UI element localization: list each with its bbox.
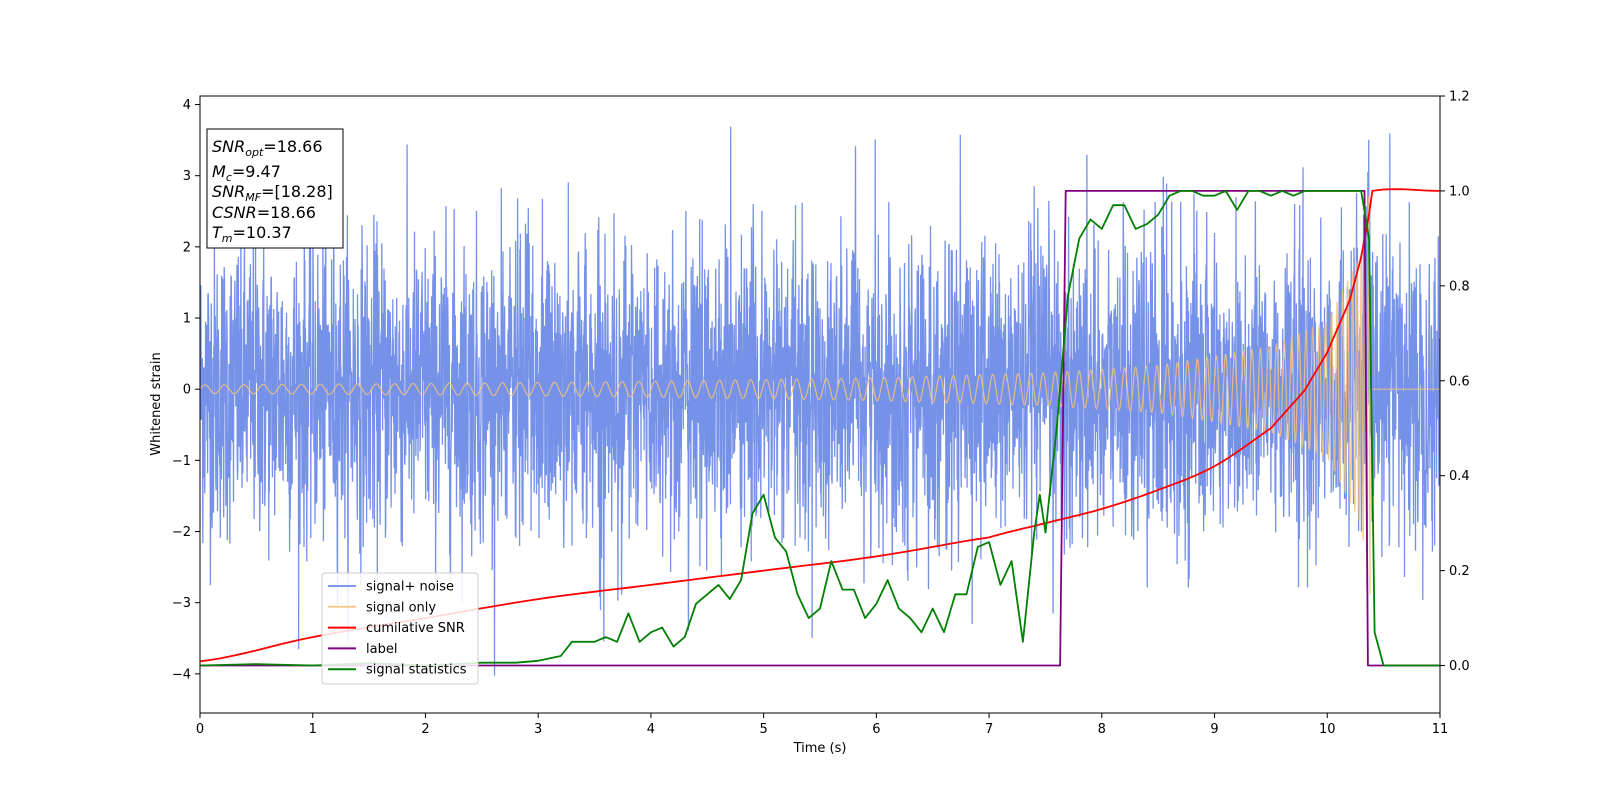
legend-label: signal+ noise [366,580,454,595]
x-tick-label: 8 [1098,722,1106,737]
x-axis-title: Time (s) [793,741,847,756]
y2-tick-label: 0.2 [1449,564,1470,579]
info-box-line: Tm=10.37 [212,223,292,245]
info-box-line: Mc=9.47 [212,162,281,184]
legend-label: signal statistics [366,663,467,678]
series-cumulative-snr-line [200,188,1440,663]
x-tick-label: 10 [1319,722,1336,737]
x-tick-label: 0 [196,722,204,737]
plot-frame [199,95,1441,714]
series-layer [200,126,1440,676]
x-tick-label: 9 [1210,722,1218,737]
x-tick-label: 2 [421,722,429,737]
x-tick-label: 7 [985,722,993,737]
axes-layer: 0 1 2 3 4 5 6 7 8 9 10 11 −4 −3 −2 −1 0 1 2 3 4 0.0 0.2 0.4 0.6 0… [172,90,1470,738]
x-tick-label: 3 [534,722,542,737]
info-box-line: SNRopt=18.66 [212,137,323,159]
x-tick-label: 5 [759,722,767,737]
y-tick-label: 0 [183,383,191,398]
x-tick-label: 6 [872,722,880,737]
y-tick-label: 1 [183,312,191,327]
legend-label: signal only [366,600,436,615]
legend-label: label [366,642,397,657]
y2-tick-label: 0.6 [1449,374,1470,389]
x-tick-label: 11 [1432,722,1449,737]
series-signal-only-line [200,196,1440,595]
y-tick-label: −2 [172,525,191,540]
x-tick-label: 1 [309,722,317,737]
legend: signal+ noise signal only cumilative SNR la… [321,572,479,685]
y-tick-label: 4 [183,98,191,113]
y2-tick-label: 1.0 [1449,184,1470,199]
y-tick-label: −1 [172,454,191,469]
info-box: SNRopt=18.66 Mc=9.47SNRMF=[18.28]CSNR=18.… [206,128,344,249]
series-label-line [200,190,1440,667]
info-box-line: CSNR=18.66 [212,203,316,222]
y2-tick-label: 1.2 [1449,90,1470,105]
legend-frame [321,572,479,685]
legend-label: cumilative SNR [366,621,465,636]
y2-tick-label: 0.8 [1449,279,1470,294]
y-tick-label: 3 [183,169,191,184]
y-tick-label: −3 [172,596,191,611]
y2-tick-label: 0.4 [1449,469,1470,484]
info-box-frame [206,128,344,249]
info-box-line: SNRMF=[18.28] [212,182,333,204]
y2-tick-label: 0.0 [1449,659,1470,674]
y-axis-title: Whitened strain [149,352,164,455]
y-tick-label: 2 [183,240,191,255]
x-tick-label: 4 [647,722,655,737]
series-signal-statistics-line [200,190,1440,667]
y-tick-label: −4 [172,667,191,682]
